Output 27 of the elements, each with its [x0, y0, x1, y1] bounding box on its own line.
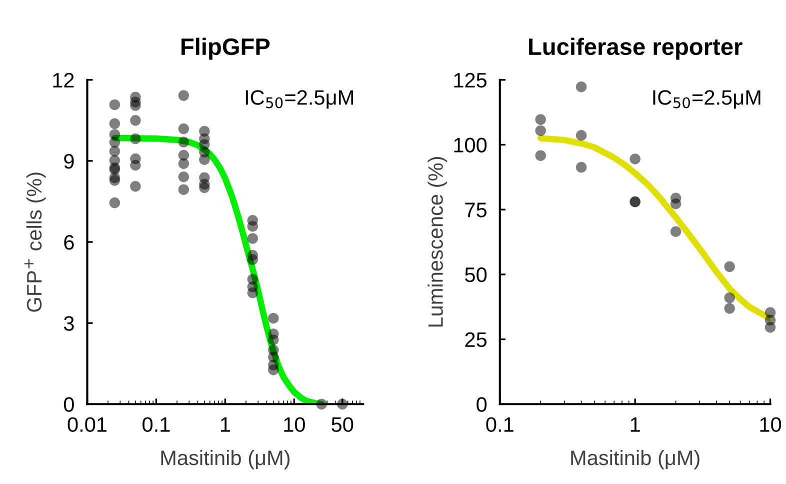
y-tick-label: 0	[64, 397, 74, 412]
x-axis-title: Masitinib (μM)	[571, 450, 700, 470]
y-axis-title: Luminescence (%)	[428, 157, 448, 327]
x-tick-label: 1	[630, 417, 640, 432]
y-axis-title: GFP$^{+}$ cells (%)	[24, 172, 46, 312]
x-axis-title: Masitinib (μM)	[161, 450, 290, 470]
y-tick-label: 75	[465, 202, 487, 218]
x-tick-label: 0.01	[68, 417, 107, 432]
x-tick-label: 50	[332, 417, 354, 432]
x-tick-label: 1	[220, 417, 230, 432]
y-tick-label: 6	[64, 235, 74, 250]
x-tick-label: 10	[760, 417, 782, 432]
y-tick-label: 50	[465, 267, 487, 282]
y-tick-label: 100	[454, 138, 487, 152]
y-tick-label: 25	[465, 332, 487, 348]
y-tick-label: 3	[64, 316, 74, 331]
y-tick-label: 125	[454, 72, 487, 88]
annotation: IC$_{50}$=2.5μM	[653, 90, 760, 109]
y-tick-label: 12	[53, 72, 74, 88]
x-tick-label: 0.1	[486, 417, 514, 432]
x-tick-label: 0.1	[142, 417, 170, 432]
chart-title: FlipGFP	[182, 38, 270, 60]
y-tick-label: 0	[476, 397, 487, 412]
y-tick-label: 9	[64, 154, 74, 169]
chart-title: Luciferase reporter	[529, 38, 742, 60]
annotation: IC$_{50}$=2.5μM	[246, 90, 353, 109]
x-tick-label: 10	[284, 417, 305, 432]
